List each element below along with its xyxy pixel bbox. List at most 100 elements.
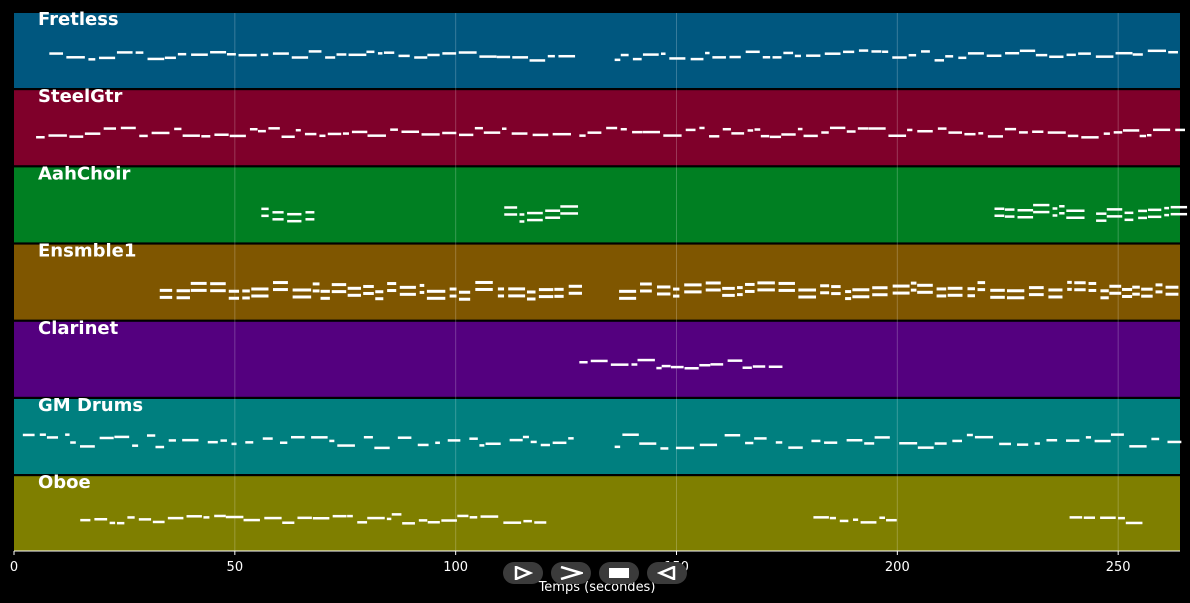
note <box>657 285 671 289</box>
note <box>1035 53 1048 57</box>
note <box>538 295 554 299</box>
x-tick-label: 0 <box>10 560 18 575</box>
note <box>242 289 250 293</box>
note <box>383 51 395 54</box>
note <box>79 445 95 448</box>
note <box>363 284 374 288</box>
note <box>442 131 457 135</box>
note <box>552 441 567 445</box>
note <box>742 366 752 369</box>
note <box>917 129 933 133</box>
note <box>709 135 720 138</box>
note <box>1017 443 1029 446</box>
note <box>427 521 440 524</box>
rewind-button[interactable] <box>647 562 687 584</box>
note <box>1004 127 1017 131</box>
note <box>1004 208 1015 211</box>
note <box>519 213 525 216</box>
note <box>264 516 282 520</box>
note <box>1066 216 1085 219</box>
note <box>547 54 555 58</box>
note <box>48 134 67 137</box>
note <box>243 518 260 522</box>
note <box>722 293 735 297</box>
note <box>552 132 571 136</box>
note <box>483 131 501 134</box>
note <box>640 289 652 293</box>
note <box>1129 445 1147 448</box>
playback-controls <box>500 562 690 586</box>
note <box>281 135 295 139</box>
note <box>806 54 821 57</box>
note <box>879 516 885 520</box>
note <box>503 521 522 524</box>
note <box>934 59 945 62</box>
note <box>1028 286 1044 290</box>
note <box>699 443 718 447</box>
note <box>1066 439 1080 442</box>
note <box>1067 287 1072 291</box>
note <box>1067 134 1079 138</box>
note <box>291 56 309 59</box>
x-tick-label: 200 <box>885 560 910 575</box>
note <box>921 50 930 53</box>
note <box>910 288 917 292</box>
note <box>421 133 440 136</box>
note <box>632 57 642 61</box>
note <box>947 293 963 297</box>
note <box>527 218 543 222</box>
note <box>892 284 910 288</box>
note <box>699 363 711 367</box>
note <box>272 218 284 221</box>
note <box>132 444 139 447</box>
note <box>1132 292 1140 296</box>
note <box>69 135 84 138</box>
note <box>508 294 526 298</box>
note <box>964 132 976 136</box>
note <box>399 285 416 289</box>
note <box>1175 128 1186 132</box>
note <box>399 292 416 296</box>
note <box>614 445 621 449</box>
note <box>888 134 907 137</box>
note <box>155 445 165 449</box>
note <box>190 281 207 285</box>
note <box>508 287 526 291</box>
note <box>272 52 289 55</box>
note <box>114 435 130 439</box>
note <box>312 289 320 293</box>
note <box>357 521 368 524</box>
play-button[interactable] <box>503 562 543 584</box>
note <box>747 129 754 132</box>
note <box>458 133 474 137</box>
note <box>778 281 795 285</box>
note <box>829 516 836 520</box>
note <box>907 128 913 132</box>
note <box>820 291 830 295</box>
note <box>978 132 984 135</box>
track-label: GM Drums <box>38 395 143 416</box>
note <box>705 281 721 285</box>
note <box>829 126 846 130</box>
note <box>673 294 680 298</box>
note <box>540 443 550 447</box>
fast-forward-button[interactable] <box>551 562 591 584</box>
x-tick-label: 100 <box>443 560 468 575</box>
note <box>610 363 629 366</box>
note <box>620 53 629 57</box>
note <box>1005 51 1020 55</box>
stop-button[interactable] <box>599 562 639 584</box>
note <box>509 438 523 442</box>
note <box>458 297 471 301</box>
note <box>297 516 312 520</box>
track-label: Ensmble1 <box>38 241 136 262</box>
note <box>1034 442 1040 445</box>
note <box>619 296 637 300</box>
note <box>783 51 794 55</box>
note <box>88 58 96 61</box>
note <box>1028 293 1044 297</box>
note <box>1122 294 1133 298</box>
note <box>135 51 144 54</box>
note <box>1110 433 1124 436</box>
note <box>1074 288 1086 292</box>
